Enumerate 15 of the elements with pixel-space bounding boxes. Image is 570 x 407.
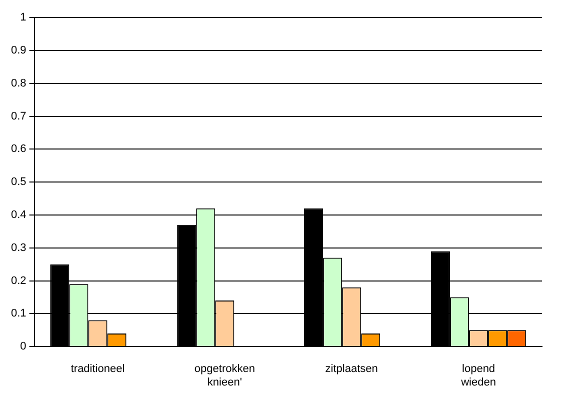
y-tick-label: 0.2: [10, 274, 26, 287]
y-tick-label: 0.3: [10, 242, 26, 254]
y-tick-label: 0.4: [10, 209, 26, 222]
y-tick-label: 0.1: [10, 308, 26, 320]
x-tick-label: lopend wieden: [460, 363, 496, 388]
y-tick-label: 1: [20, 12, 26, 24]
x-tick-label: zitplaatsen: [325, 363, 378, 376]
y-tick-label: 0: [20, 340, 26, 353]
x-tick-label: opgetrokken knieen': [194, 363, 255, 388]
y-tick-label: 0.8: [10, 77, 26, 90]
y-tick-label: 0.6: [10, 143, 26, 156]
y-tick-label: 0.5: [10, 176, 26, 188]
y-tick-label: 0.7: [10, 110, 26, 122]
y-tick-label: 0.9: [10, 44, 26, 57]
x-tick-label: traditioneel: [70, 363, 125, 376]
